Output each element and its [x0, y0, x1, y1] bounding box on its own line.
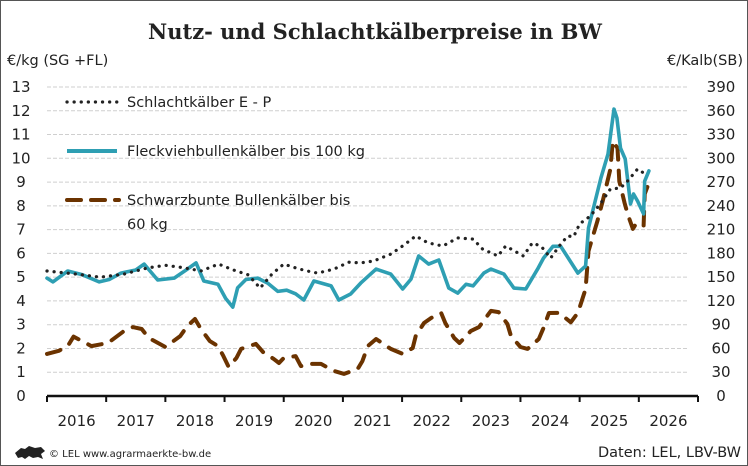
legend-label-schlacht: Schlachtkälber E - P: [127, 95, 271, 111]
y-tick-label-left: 13: [11, 78, 30, 96]
y-tick-label-right: 210: [707, 221, 736, 239]
y-tick-label-left: 1: [16, 363, 26, 381]
x-tick-label: 2026: [649, 412, 687, 430]
x-tick-label: 2017: [117, 412, 155, 430]
y-tick-label-right: 180: [707, 244, 736, 262]
y-axis-label-right: €/Kalb(SB): [667, 53, 743, 69]
x-tick-label: 2025: [590, 412, 628, 430]
legend-label-schwarzbunte: Schwarzbunte Bullenkälber bis: [127, 193, 350, 209]
y-tick-label-left: 12: [11, 102, 30, 120]
y-tick-label-left: 9: [16, 173, 26, 191]
y-tick-label-left: 10: [11, 149, 30, 167]
x-tick-label: 2016: [57, 412, 95, 430]
y-tick-label-right: 150: [707, 268, 736, 286]
y-tick-label-right: 90: [711, 316, 730, 334]
lion-icon: [15, 446, 45, 459]
copyright-text: © LEL www.agrarmaerkte-bw.de: [49, 449, 211, 460]
y-tick-label-left: 8: [16, 197, 26, 215]
x-tick-label: 2024: [531, 412, 569, 430]
y-tick-label-right: 120: [707, 292, 736, 310]
y-tick-label-left: 4: [16, 292, 26, 310]
series-group: [45, 107, 651, 376]
source-text: Daten: LEL, LBV-BW: [598, 445, 741, 461]
y-tick-label-left: 11: [11, 126, 30, 144]
x-tick-label: 2023: [472, 412, 510, 430]
x-tick-label: 2020: [294, 412, 332, 430]
y-tick-label-left: 7: [16, 221, 26, 239]
legend-label-schwarzbunte-2: 60 kg: [127, 217, 168, 233]
y-tick-label-right: 360: [707, 102, 736, 120]
y-tick-label-right: 330: [707, 126, 736, 144]
y-axis-label-left: €/kg (SG +FL): [7, 53, 108, 69]
y-tick-label-right: 390: [707, 78, 736, 96]
y-tick-label-left: 0: [16, 387, 26, 405]
y-tick-label-left: 5: [16, 268, 26, 286]
y-tick-label-left: 3: [16, 316, 26, 334]
x-tick-label: 2021: [353, 412, 391, 430]
y-tick-label-left: 2: [16, 339, 26, 357]
y-tick-label-right: 0: [716, 387, 726, 405]
x-tick-label: 2019: [235, 412, 273, 430]
legend: Schlachtkälber E - P Fleckviehbullenkälb…: [65, 95, 365, 233]
y-tick-label-left: 6: [16, 244, 26, 262]
y-tick-label-right: 30: [711, 363, 730, 381]
y-tick-label-right: 240: [707, 197, 736, 215]
y-tick-label-right: 300: [707, 149, 736, 167]
x-tick-label: 2018: [176, 412, 214, 430]
gridlines: [47, 86, 689, 373]
series-line-fleckvieh: [45, 107, 651, 309]
legend-label-fleckvieh: Fleckviehbullenkälber bis 100 kg: [127, 144, 365, 160]
x-tick-label: 2022: [413, 412, 451, 430]
y-tick-label-right: 270: [707, 173, 736, 191]
series-line-schwarzbunte: [45, 139, 650, 376]
y-tick-label-right: 60: [711, 339, 730, 357]
chart-title: Nutz- und Schlachtkälberpreise in BW: [148, 19, 602, 44]
